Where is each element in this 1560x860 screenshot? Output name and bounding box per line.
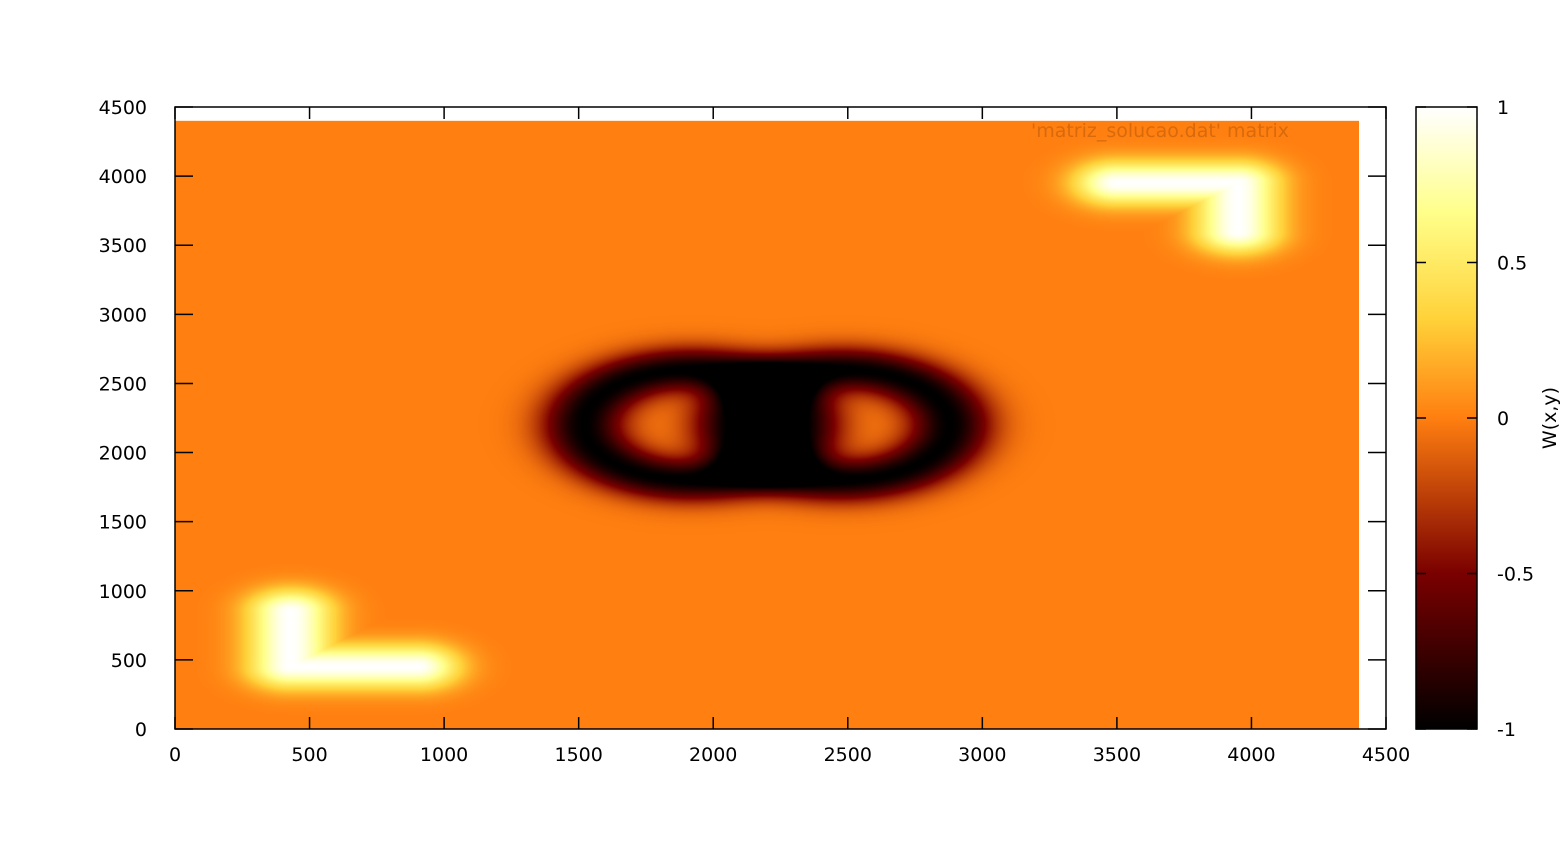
y-tick-label: 2000: [99, 443, 147, 465]
y-tick-label: 2500: [99, 373, 147, 395]
x-tick-label: 1500: [554, 744, 602, 766]
x-tick-label: 2500: [824, 744, 872, 766]
x-tick-label: 2000: [689, 744, 737, 766]
heatmap-image: [175, 120, 1359, 729]
x-tick-label: 0: [169, 744, 181, 766]
x-axis-ticks: 0 500 1000 1500 2000 2500 3000 3500 4000 4500: [169, 107, 1410, 766]
colorbar-tick-label: -1: [1497, 719, 1516, 741]
x-tick-label: 4500: [1362, 744, 1410, 766]
x-tick-label: 1000: [420, 744, 468, 766]
y-tick-label: 500: [111, 650, 147, 672]
colorbar-ticks: 1 0.5 0 -0.5 -1: [1416, 97, 1534, 741]
plot-frame: [174, 106, 1387, 730]
colorbar-label: W(x,y): [1539, 387, 1560, 449]
colorbar-gradient: [1415, 106, 1478, 730]
colorbar-tick-label: 0: [1497, 408, 1509, 430]
colorbar-tick-label: 1: [1497, 97, 1509, 119]
colorbar-tick-label: 0.5: [1497, 253, 1527, 275]
y-tick-label: 1500: [99, 512, 147, 534]
legend-key-label: 'matriz_solucao.dat' matrix: [1031, 120, 1289, 142]
x-tick-label: 500: [291, 744, 327, 766]
y-tick-label: 3500: [99, 235, 147, 257]
colorbar-tick-label: -0.5: [1497, 564, 1534, 586]
colorbar: 1 0.5 0 -0.5 -1: [1415, 97, 1534, 741]
x-tick-label: 3000: [958, 744, 1006, 766]
x-tick-label: 3500: [1093, 744, 1141, 766]
y-tick-label: 4500: [99, 97, 147, 119]
y-tick-label: 3000: [99, 304, 147, 326]
heatmap-layer: [175, 120, 1359, 729]
y-axis-ticks: 0 500 1000 1500 2000 2500 3000 3500 4000 4500: [99, 97, 1386, 741]
x-tick-label: 4000: [1227, 744, 1275, 766]
y-tick-label: 0: [135, 719, 147, 741]
y-tick-label: 4000: [99, 166, 147, 188]
y-tick-label: 1000: [99, 581, 147, 603]
